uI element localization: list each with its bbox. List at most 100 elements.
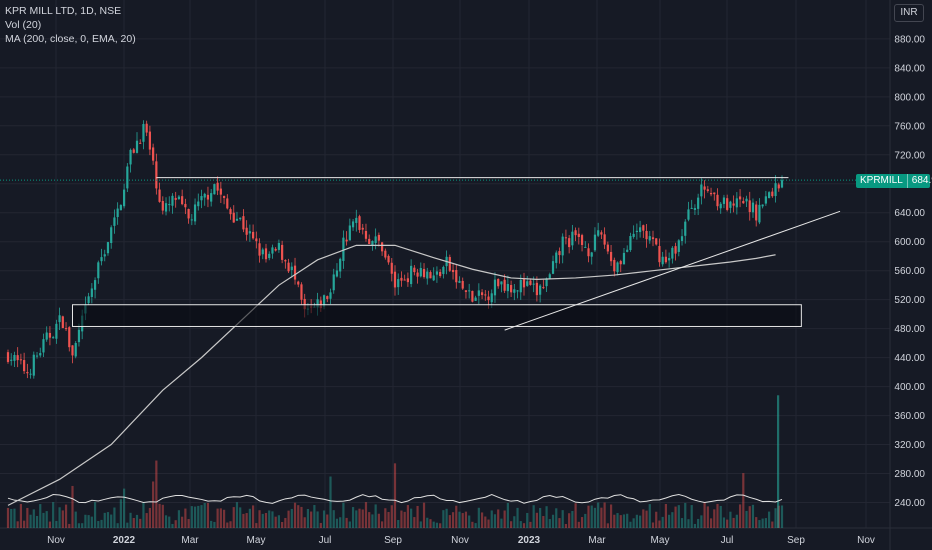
volume-bar <box>300 506 303 528</box>
ma-indicator-label[interactable]: MA (200, close, 0, EMA, 20) <box>5 33 136 45</box>
volume-bar <box>135 514 139 528</box>
price-tick-label: 240.00 <box>894 498 925 509</box>
candle-body <box>335 270 339 277</box>
candle-body <box>542 287 545 289</box>
candle-body <box>277 242 280 250</box>
volume-bar <box>55 520 58 528</box>
volume-bar <box>148 507 151 528</box>
volume-bar <box>100 519 103 528</box>
candle-body <box>658 246 661 263</box>
symbol-title[interactable]: KPR MILL LTD, 1D, NSE <box>5 5 122 17</box>
candle-body <box>558 251 561 256</box>
currency-button[interactable]: INR <box>894 4 924 22</box>
candle-body <box>655 238 658 245</box>
candle-body <box>55 323 58 339</box>
candle-body <box>261 249 264 255</box>
volume-bar <box>722 517 726 528</box>
candle-body <box>303 298 306 310</box>
candle-body <box>345 239 348 242</box>
price-tick-label: 720.00 <box>894 150 925 161</box>
time-axis[interactable]: Nov 2022 Mar May Jul Sep Nov 2023 Mar May Jul Sep No… <box>47 535 875 546</box>
volume-bar <box>742 473 745 528</box>
volume-bar <box>590 505 593 528</box>
volume-bar <box>252 505 255 528</box>
candle-body <box>52 337 55 339</box>
candle-body <box>190 219 193 221</box>
candle-body <box>616 262 619 273</box>
volume-bar <box>210 520 213 528</box>
volume-bar <box>539 507 542 528</box>
candle-body <box>635 230 638 233</box>
volume-bar <box>277 515 280 528</box>
candle-body <box>390 262 393 274</box>
candle-body <box>619 261 622 265</box>
candle-body <box>455 270 458 283</box>
candle-body <box>229 209 232 215</box>
candle-body <box>419 267 422 277</box>
candlestick-series <box>6 120 784 379</box>
candle-body <box>384 250 387 258</box>
candle-body <box>413 267 416 273</box>
last-price-symbol: KPRMILL <box>856 174 908 188</box>
volume-bar <box>397 519 400 528</box>
volume-bar <box>16 521 19 528</box>
candle-body <box>97 262 100 279</box>
candle-body <box>448 257 451 271</box>
candle-body <box>171 195 174 206</box>
candle-body <box>123 189 126 207</box>
candle-body <box>403 279 406 281</box>
volume-indicator-label[interactable]: Vol (20) <box>5 19 42 31</box>
candle-body <box>23 360 26 372</box>
candle-body <box>506 284 509 292</box>
candle-body <box>642 225 645 231</box>
candle-body <box>464 290 468 292</box>
volume-bar <box>693 523 697 528</box>
price-axis[interactable]: 240.00 280.00 320.00 360.00 400.00 440.00 480.… <box>894 34 925 509</box>
candle-body <box>580 235 584 245</box>
candle-body <box>639 227 642 233</box>
volume-bar <box>532 505 535 528</box>
volume-bar <box>19 503 22 528</box>
candle-body <box>293 265 297 280</box>
candle-body <box>406 278 409 283</box>
volume-bar <box>642 509 645 528</box>
volume-bar <box>516 507 519 528</box>
time-tick-label: May <box>651 535 670 546</box>
volume-bar <box>264 513 268 528</box>
volume-bar <box>461 513 464 528</box>
candle-body <box>539 285 542 295</box>
volume-bar <box>184 508 187 528</box>
volume-bar <box>751 504 755 528</box>
candle-body <box>113 217 116 226</box>
volume-bar <box>600 507 603 528</box>
volume-bar <box>606 523 609 528</box>
candle-body <box>726 198 729 210</box>
volume-bar <box>487 519 490 528</box>
drawings[interactable] <box>0 177 890 506</box>
candle-body <box>245 227 248 235</box>
candle-body <box>152 147 155 161</box>
candle-body <box>587 248 590 257</box>
volume-bar <box>480 512 484 528</box>
volume-bar <box>374 504 377 528</box>
candle-body <box>732 203 735 206</box>
candle-body <box>661 256 664 265</box>
price-tick-label: 600.00 <box>894 237 925 248</box>
volume-bar <box>464 511 468 528</box>
candle-body <box>290 266 293 271</box>
volume-bar <box>32 509 35 528</box>
candle-body <box>235 218 239 221</box>
volume-bar <box>326 514 329 528</box>
candle-body <box>751 202 755 213</box>
candle-body <box>584 246 587 248</box>
volume-bar <box>658 520 661 528</box>
volume-bar <box>713 509 716 528</box>
volume-bar <box>558 518 561 528</box>
volume-bar <box>603 502 606 528</box>
volume-bar <box>10 508 13 528</box>
volume-bar <box>661 516 664 528</box>
volume-bar <box>219 508 222 528</box>
volume-bar <box>332 510 335 528</box>
volume-bar <box>193 506 197 528</box>
